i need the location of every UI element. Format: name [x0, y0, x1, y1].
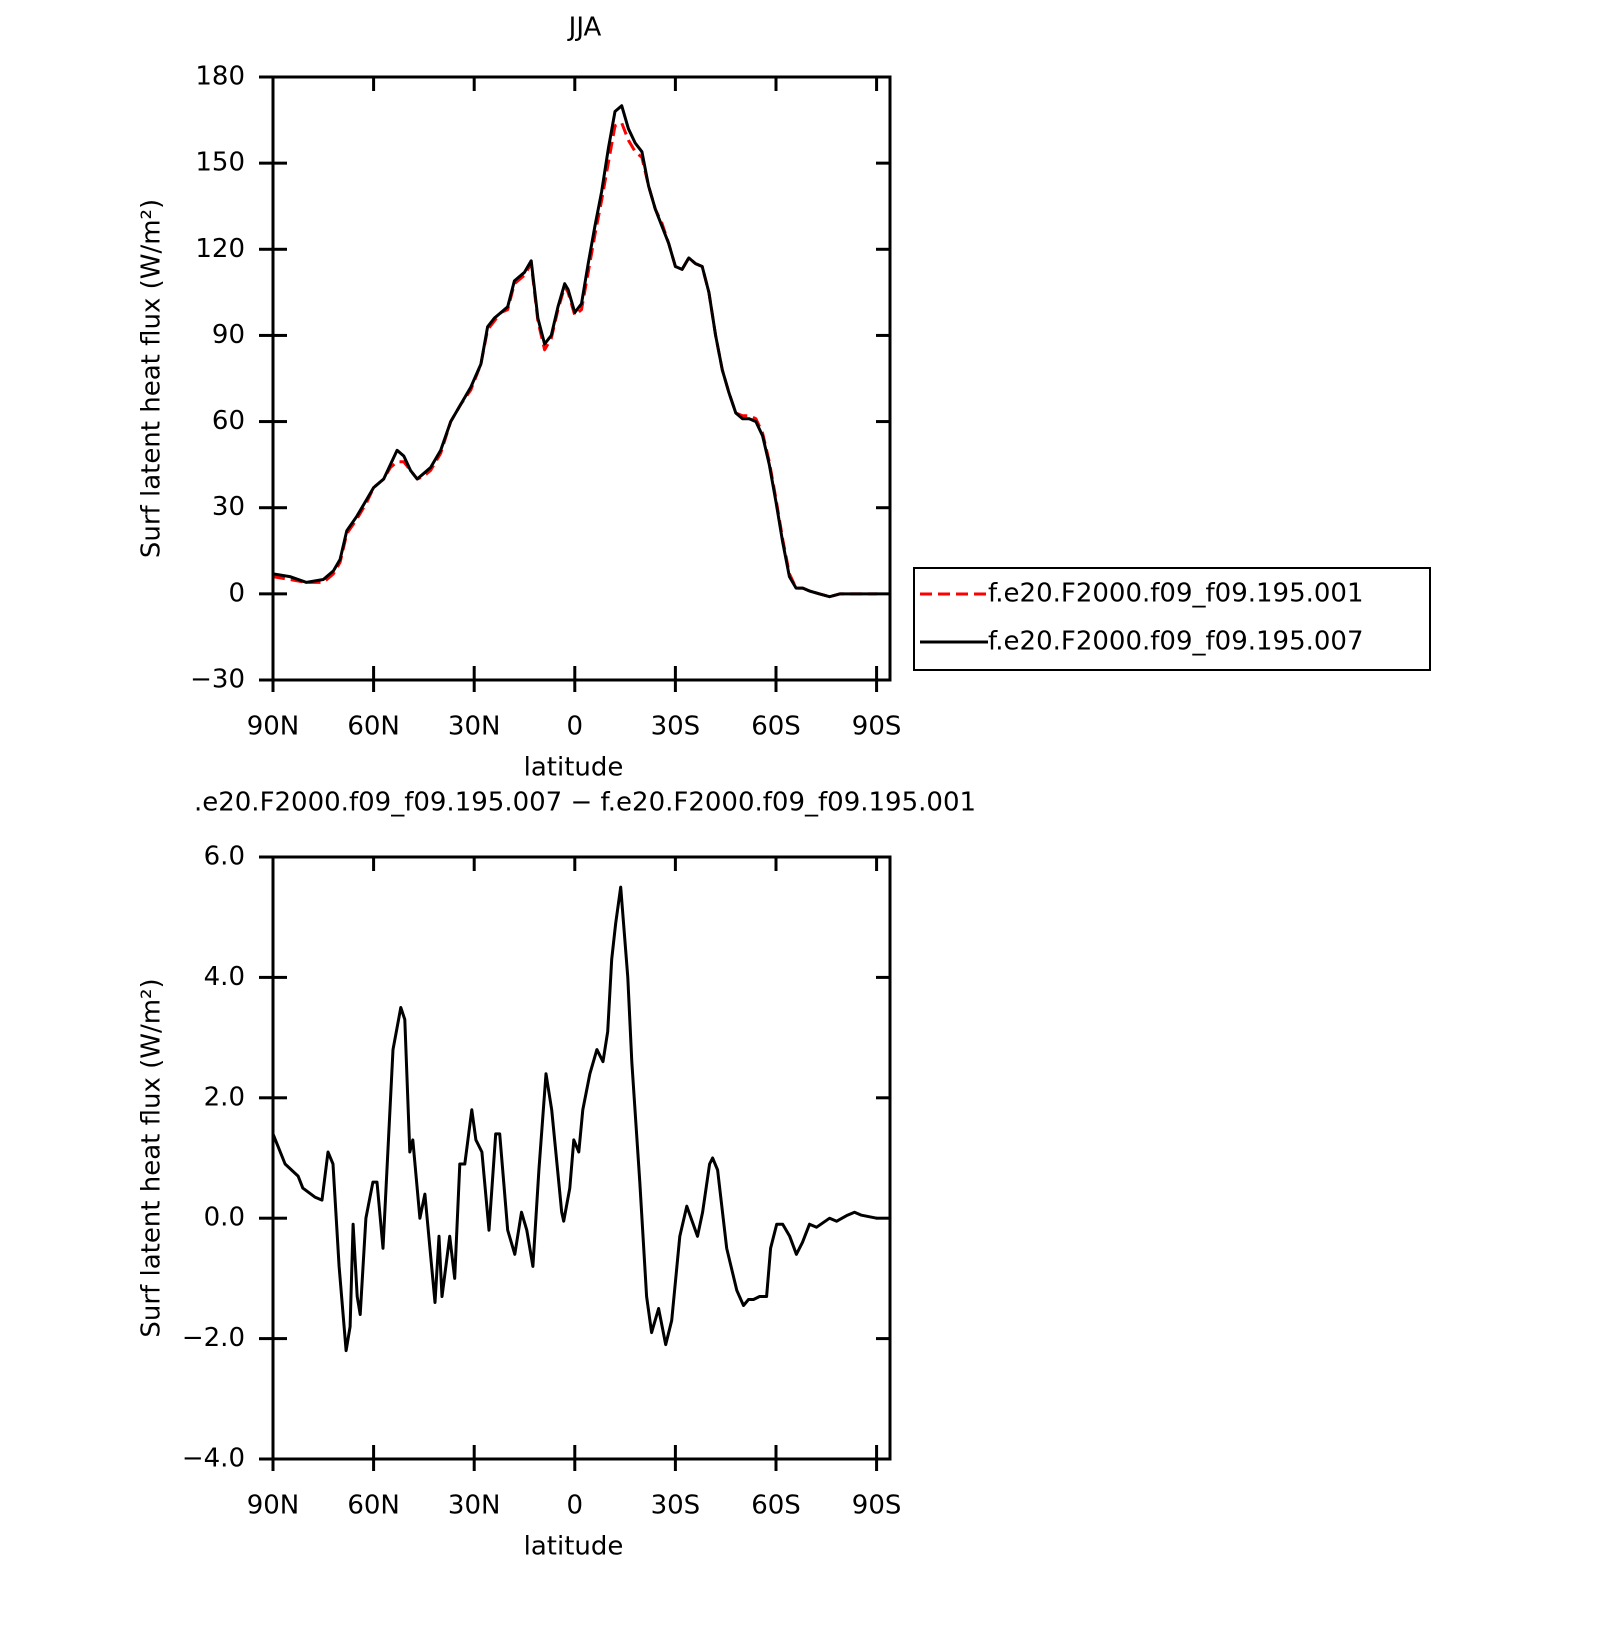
x-tick-label: 60S: [751, 1491, 801, 1521]
plot-frame: [271, 75, 892, 682]
y-tick-label: 0: [228, 578, 245, 608]
x-tick-label: 90S: [852, 1491, 902, 1521]
y-tick-label: 6.0: [204, 842, 245, 872]
y-tick-label: 120: [195, 234, 245, 264]
x-tick-label: 60S: [751, 712, 801, 742]
data-line: [272, 104, 877, 599]
data-line: [272, 121, 877, 599]
x-tick-label: 30N: [448, 712, 501, 742]
y-tick-label: 150: [195, 148, 245, 178]
x-tick-label: 30S: [651, 712, 701, 742]
x-tick-label: 90S: [852, 712, 902, 742]
y-tick-label: 90: [212, 320, 245, 350]
y-axis-label: Surf latent heat flux (W/m²): [137, 978, 167, 1337]
y-tick-label: −4.0: [182, 1444, 245, 1474]
x-tick-label: 90N: [247, 1491, 300, 1521]
legend-label: f.e20.F2000.f09_f09.195.001: [988, 579, 1364, 609]
chart-title: .e20.F2000.f09_f09.195.007 − f.e20.F2000…: [194, 788, 976, 818]
legend-label: f.e20.F2000.f09_f09.195.007: [988, 627, 1364, 657]
x-tick-label: 60N: [347, 1491, 400, 1521]
data-line: [271, 885, 877, 1353]
plot-frame: [271, 855, 892, 1461]
legend-box: [913, 567, 1431, 671]
y-tick-label: −30: [190, 665, 245, 695]
y-tick-label: 180: [195, 62, 245, 92]
y-tick-label: −2.0: [182, 1323, 245, 1353]
y-tick-label: 60: [212, 406, 245, 436]
chart-title: JJA: [567, 13, 602, 43]
y-tick-label: 2.0: [204, 1082, 245, 1112]
x-tick-label: 0: [567, 712, 584, 742]
y-tick-label: 4.0: [204, 962, 245, 992]
x-tick-label: 30S: [651, 1491, 701, 1521]
y-tick-label: 30: [212, 492, 245, 522]
x-axis-label: latitude: [524, 1532, 624, 1562]
x-tick-label: 60N: [347, 712, 400, 742]
x-axis-label: latitude: [524, 753, 624, 783]
y-axis-label: Surf latent heat flux (W/m²): [137, 199, 167, 558]
x-tick-label: 30N: [448, 1491, 501, 1521]
x-tick-label: 0: [567, 1491, 584, 1521]
y-tick-label: 0.0: [204, 1203, 245, 1233]
x-tick-label: 90N: [247, 712, 300, 742]
